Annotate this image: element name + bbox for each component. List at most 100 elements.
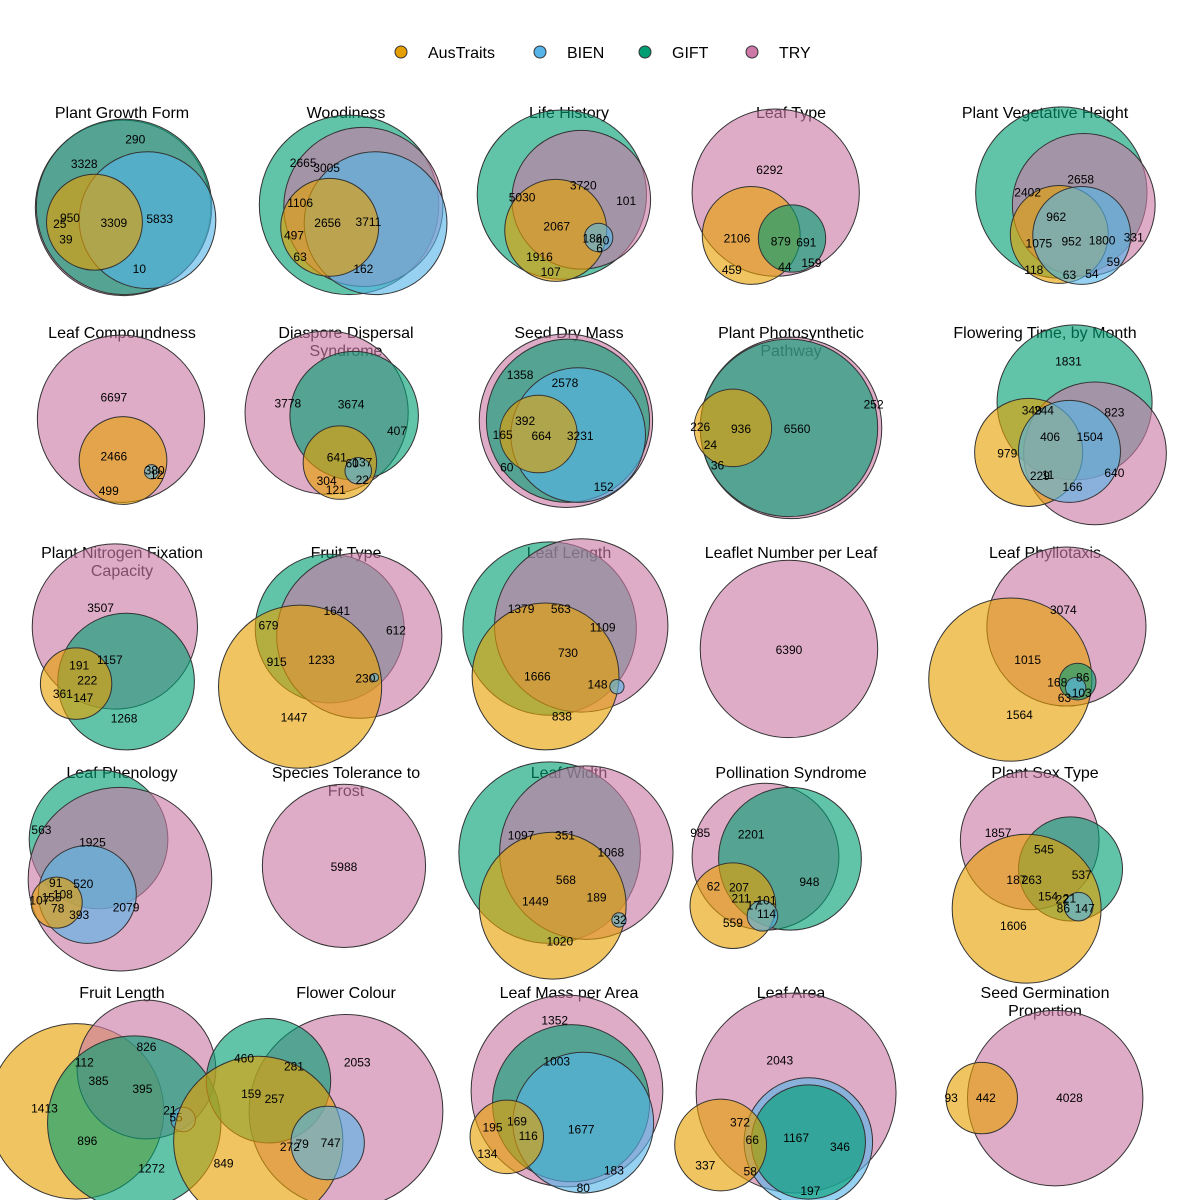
region-count-label: 459 xyxy=(722,263,742,277)
region-count-label: 257 xyxy=(265,1092,285,1106)
region-count-label: 290 xyxy=(125,133,145,147)
region-count-label: 879 xyxy=(771,235,791,249)
region-count-label: 147 xyxy=(1075,902,1095,916)
region-count-label: 60 xyxy=(345,457,359,471)
panel-title: Leaflet Number per Leaf xyxy=(705,545,878,562)
region-count-label: 281 xyxy=(284,1059,304,1073)
venn-circle-austraits xyxy=(674,1098,768,1192)
region-count-label: 641 xyxy=(327,450,347,464)
region-count-label: 91 xyxy=(49,876,63,890)
region-count-label: 559 xyxy=(723,916,743,930)
region-count-label: 207 xyxy=(729,880,749,894)
region-count-label: 148 xyxy=(588,678,608,692)
region-count-label: 1916 xyxy=(526,250,553,264)
panel-title: Flower Colour xyxy=(296,985,396,1002)
region-count-label: 460 xyxy=(234,1051,254,1065)
region-count-label: 331 xyxy=(1124,230,1144,244)
region-count-label: 222 xyxy=(77,674,97,688)
panel-title: Leaf Mass per Area xyxy=(500,985,639,1002)
region-count-label: 361 xyxy=(53,687,73,701)
venn-circle-gift xyxy=(757,204,827,273)
panel-title: Fruit Length xyxy=(79,985,164,1002)
region-count-label: 60 xyxy=(500,461,514,475)
region-count-label: 747 xyxy=(321,1136,341,1150)
region-count-label: 189 xyxy=(587,891,607,905)
region-count-label: 3674 xyxy=(338,397,365,411)
region-count-label: 346 xyxy=(830,1140,850,1154)
region-count-label: 407 xyxy=(387,424,407,438)
region-count-label: 6560 xyxy=(784,422,811,436)
region-count-label: 44 xyxy=(778,260,792,274)
region-count-label: 950 xyxy=(60,211,80,225)
region-count-label: 664 xyxy=(531,429,551,443)
region-count-label: 537 xyxy=(1072,868,1092,882)
region-count-label: 191 xyxy=(69,658,89,672)
venn-panel-pollination-syndrome: Pollination Syndrome 985 2201 948 207 62 211 10… xyxy=(689,765,867,949)
region-count-label: 3005 xyxy=(313,161,340,175)
venn-circle-bien xyxy=(609,679,625,695)
region-count-label: 1352 xyxy=(541,1014,568,1028)
region-count-label: 2658 xyxy=(1067,172,1094,186)
legend-swatch-try xyxy=(745,45,759,59)
region-count-label: 3309 xyxy=(100,216,127,230)
region-count-label: 2578 xyxy=(552,376,579,390)
region-count-label: 1564 xyxy=(1006,708,1033,722)
region-count-label: 1358 xyxy=(507,368,534,382)
region-count-label: 6 xyxy=(596,242,603,256)
region-count-label: 5030 xyxy=(509,191,536,205)
venn-panel-seed-germination-proportion: Seed GerminationProportion402844293 xyxy=(944,985,1144,1187)
region-count-label: 1020 xyxy=(546,934,573,948)
region-count-label: 1109 xyxy=(590,621,616,635)
region-count-label: 101 xyxy=(757,894,777,908)
region-count-label: 395 xyxy=(132,1082,152,1096)
venn-circle-austraits xyxy=(78,416,168,505)
venn-panel-plant-photosynthetic-pathway: Plant PhotosyntheticPathway6560936252226… xyxy=(690,325,884,520)
region-count-label: 936 xyxy=(731,422,751,436)
region-count-label: 5988 xyxy=(331,860,358,874)
region-count-label: 1831 xyxy=(1055,355,1082,369)
venn-circle-bien xyxy=(611,912,627,928)
region-count-label: 244 xyxy=(1034,404,1054,418)
region-count-label: 568 xyxy=(556,873,576,887)
region-count-label: 93 xyxy=(944,1091,958,1105)
region-count-label: 393 xyxy=(69,908,89,922)
region-count-label: 1413 xyxy=(31,1101,58,1115)
venn-circle-bien xyxy=(143,464,160,480)
region-count-label: 691 xyxy=(796,236,816,250)
venn-circle-austraits xyxy=(39,647,113,720)
venn-circle-bien xyxy=(1064,677,1087,699)
region-count-label: 1003 xyxy=(543,1054,570,1068)
region-count-label: 80 xyxy=(577,1181,591,1195)
region-count-label: 137 xyxy=(352,456,372,470)
venn-panel-plant-vegetative-height: Plant Vegetative Height24022658962107595… xyxy=(962,105,1156,285)
venn-circle-austraits xyxy=(693,388,773,468)
region-count-label: 1800 xyxy=(1089,234,1116,248)
region-count-label: 40 xyxy=(596,234,610,248)
region-count-label: 195 xyxy=(482,1121,502,1135)
region-count-label: 849 xyxy=(214,1156,234,1170)
region-count-label: 563 xyxy=(551,602,571,616)
venn-circle-bien xyxy=(344,456,372,485)
region-count-label: 63 xyxy=(1063,268,1077,282)
region-count-label: 101 xyxy=(616,194,636,208)
region-count-label: 114 xyxy=(757,907,776,921)
venn-panel-life-history: Life History5030372010120671864061916107 xyxy=(476,105,652,282)
region-count-label: 272 xyxy=(280,1140,300,1154)
venn-circle-austraits xyxy=(951,833,1102,984)
region-count-label: 520 xyxy=(73,877,93,891)
region-count-label: 263 xyxy=(1022,873,1042,887)
venn-circle-bien xyxy=(583,222,614,253)
venn-circle-bien xyxy=(1063,891,1094,922)
venn-circle-austraits xyxy=(469,1099,544,1175)
region-count-label: 985 xyxy=(690,826,710,840)
region-count-label: 107 xyxy=(541,265,561,279)
region-count-label: 380 xyxy=(145,464,165,478)
region-count-label: 640 xyxy=(1104,466,1124,480)
region-count-label: 3328 xyxy=(71,157,98,171)
region-count-label: 1449 xyxy=(522,895,549,909)
region-count-label: 2067 xyxy=(543,219,570,233)
region-count-label: 107 xyxy=(29,894,49,908)
region-count-label: 24 xyxy=(704,438,718,452)
